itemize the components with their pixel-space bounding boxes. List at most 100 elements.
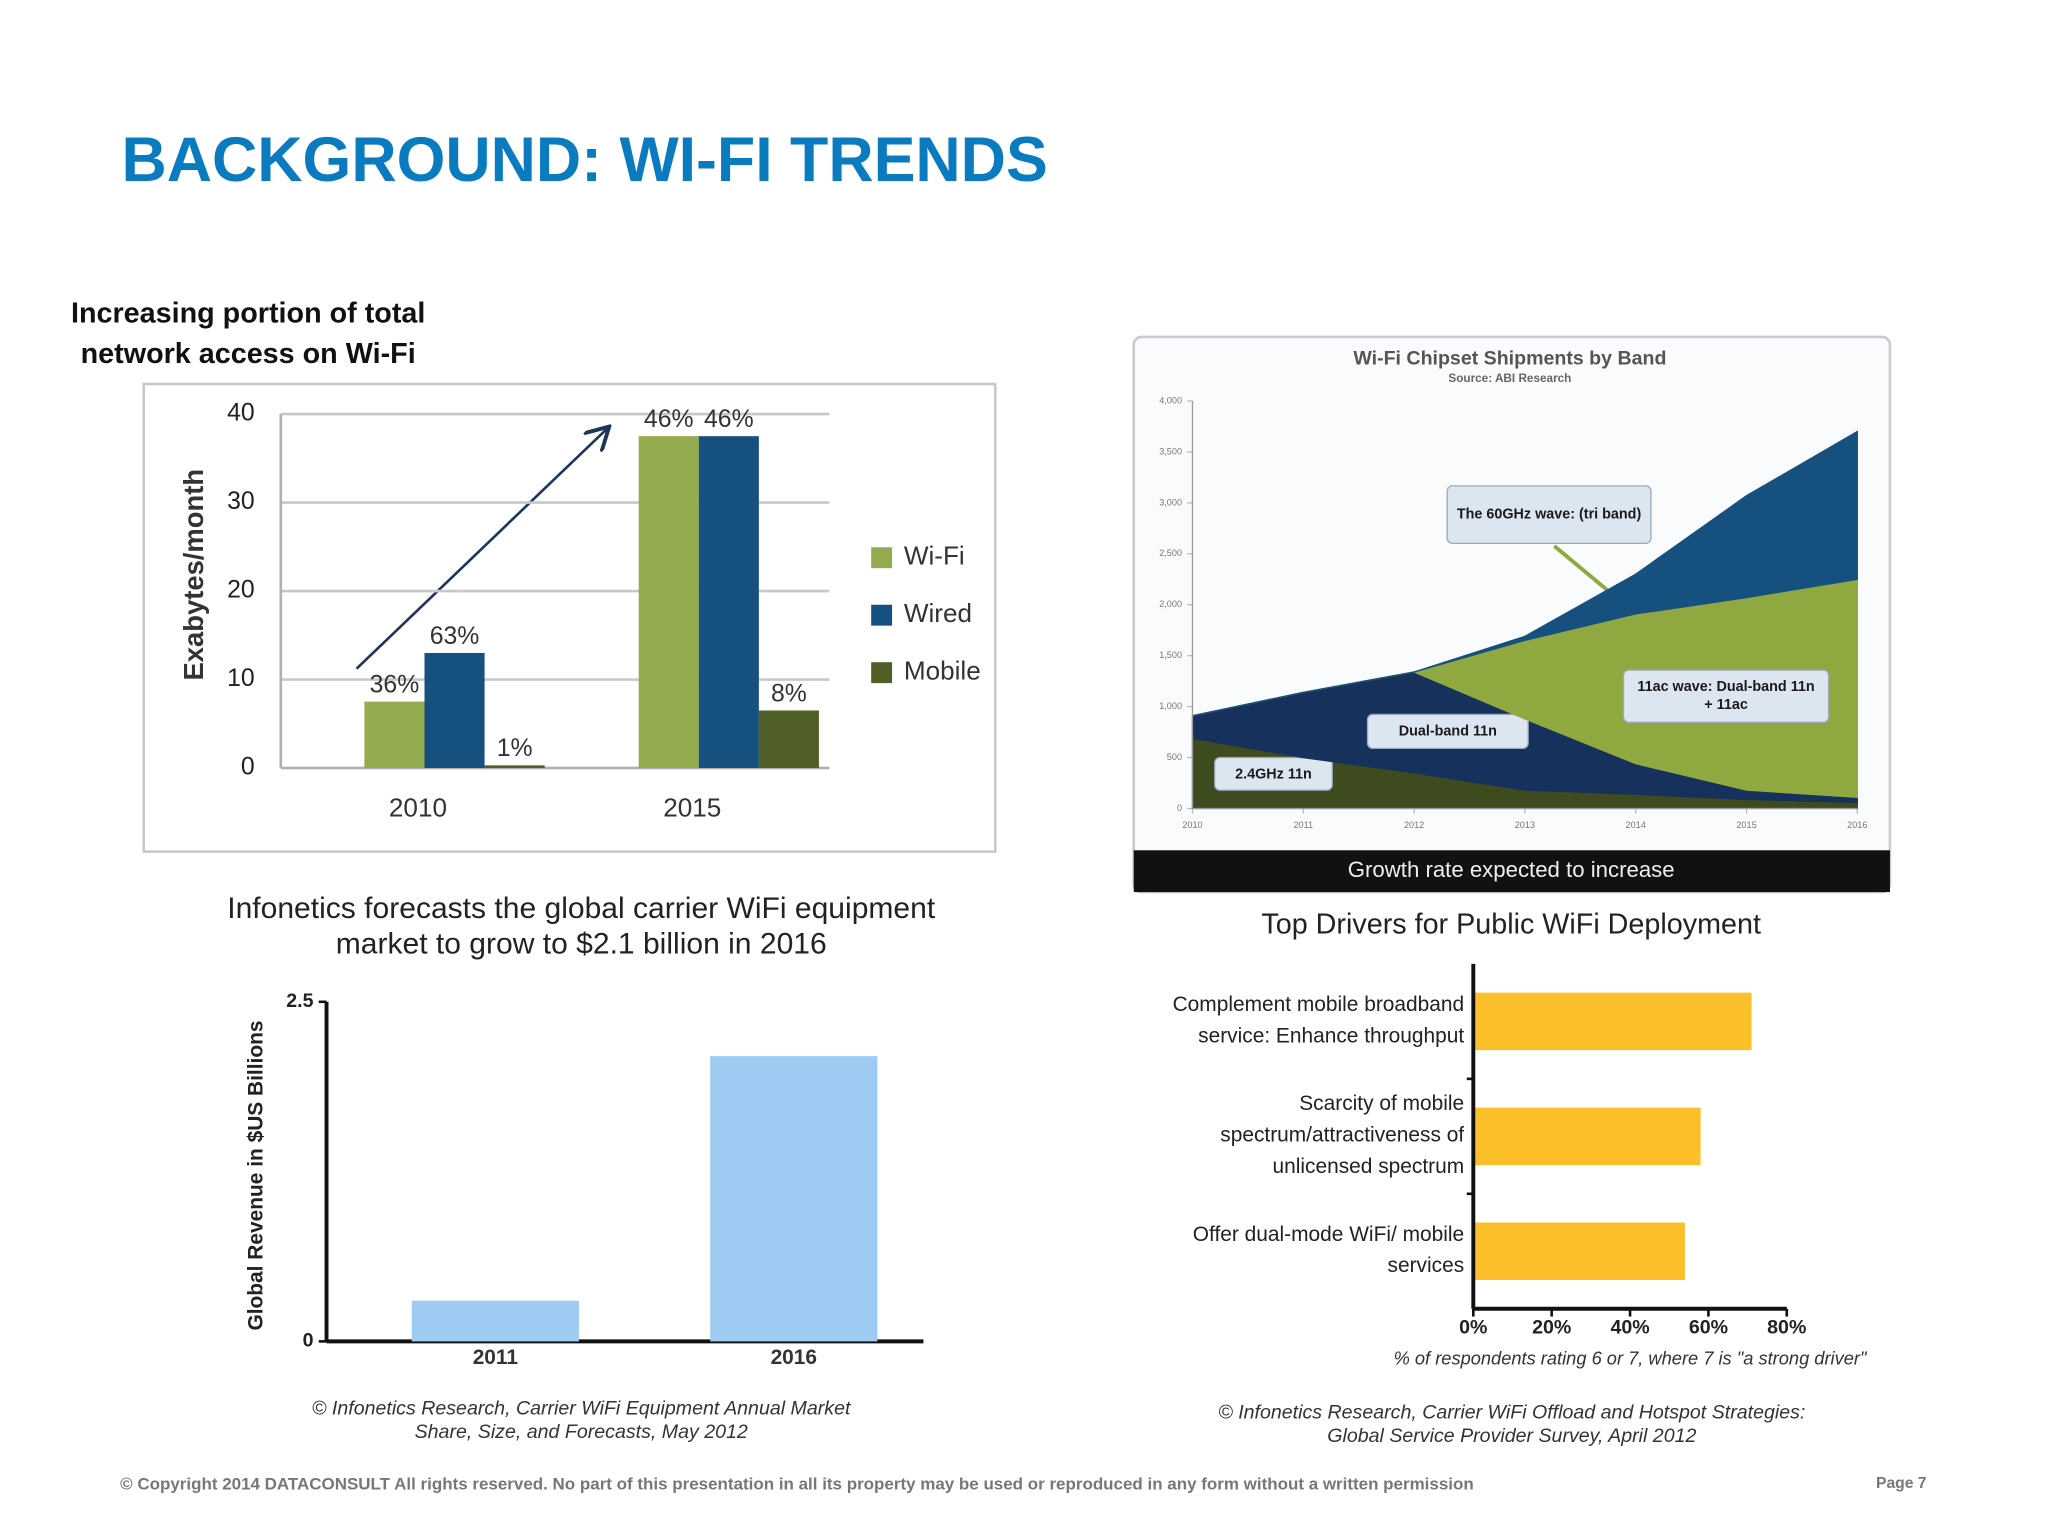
y-tick-label: 30: [227, 488, 255, 515]
chart-title: Infonetics forecasts the global carrier …: [227, 890, 936, 960]
y-tick-label: 4,000: [1159, 395, 1182, 405]
slide-title: BACKGROUND: WI-FI TRENDS: [121, 125, 1047, 195]
y-tick-label: Complement mobile broadband service: Enh…: [1172, 993, 1465, 1048]
x-tick-label: 2016: [1847, 820, 1867, 830]
x-tick-label: 2015: [663, 793, 721, 823]
y-tick-label: 500: [1167, 752, 1182, 762]
bar: [424, 652, 485, 768]
series-label-box: 11ac wave: Dual-band 11n + 11ac: [1637, 679, 1815, 714]
slide-content: BACKGROUND: WI-FI TRENDS © Copyright 201…: [70, 125, 1927, 1494]
page-number: Page 7: [1876, 1475, 1927, 1492]
x-tick-label: 40%: [1610, 1316, 1649, 1338]
y-axis-title: Exabytes/month: [178, 469, 209, 681]
y-tick-label-box: Scarcity of mobile spectrum/attractivene…: [1220, 1093, 1465, 1179]
bar: [710, 1056, 878, 1342]
chart-title-box: Increasing portion of total network acce…: [70, 296, 426, 370]
source-note: © Infonetics Research, Carrier WiFi Equi…: [312, 1397, 851, 1444]
x-tick-label: 2014: [1626, 820, 1646, 830]
y-tick-label: 20: [227, 577, 255, 604]
series-label: Dual-band 11n: [1398, 723, 1497, 740]
bar: [698, 436, 759, 768]
legend-label: Mobile: [904, 656, 981, 686]
area: [1192, 430, 1858, 717]
chart-title: Wi-Fi Chipset Shipments by Band: [1353, 347, 1666, 369]
bar: [638, 436, 699, 768]
y-tick-label: 3,500: [1159, 446, 1182, 456]
x-tick-label: 2011: [473, 1346, 519, 1369]
y-tick-label: Scarcity of mobile spectrum/attractivene…: [1220, 1093, 1465, 1179]
y-tick-label: 2.5: [286, 990, 313, 1012]
legend-swatch: [871, 662, 893, 684]
y-tick-label: 10: [227, 665, 255, 692]
source-note-box: © Infonetics Research, Carrier WiFi Offl…: [1218, 1401, 1806, 1448]
y-tick-label: 1,000: [1159, 701, 1182, 711]
series-label-box: [1214, 756, 1333, 791]
share-label: 46%: [704, 406, 754, 433]
x-tick-label: 80%: [1767, 1316, 1806, 1338]
y-tick-label: 40: [227, 400, 255, 427]
bar: [1473, 1222, 1685, 1280]
series-label-box: [1446, 485, 1652, 544]
y-tick-label-box: Offer dual-mode WiFi/ mobile services: [1192, 1223, 1465, 1278]
y-axis-title: Global Revenue in $US Billions: [245, 1020, 268, 1331]
trend-arrow: [355, 428, 608, 670]
y-tick-label-box: Complement mobile broadband service: Enh…: [1172, 993, 1465, 1048]
y-tick-label: 1,500: [1159, 650, 1182, 660]
share-label: 46%: [644, 406, 694, 433]
bar: [484, 765, 545, 768]
x-tick-label: 60%: [1689, 1316, 1728, 1338]
y-tick-label: 3,000: [1159, 497, 1182, 507]
x-tick-label: 2016: [771, 1346, 817, 1369]
x-axis-title: % of respondents rating 6 or 7, where 7 …: [1394, 1348, 1868, 1369]
share-label: 8%: [771, 680, 807, 707]
series-label-box: [1622, 669, 1830, 723]
caption: Growth rate expected to increase: [1348, 857, 1675, 882]
bar: [411, 1300, 579, 1342]
series-label: 11ac wave: Dual-band 11n + 11ac: [1637, 679, 1815, 714]
legend-label: Wired: [904, 598, 972, 628]
share-label: 36%: [370, 672, 420, 699]
series-label-box: Dual-band 11n: [1398, 723, 1497, 740]
y-tick-label: 0: [241, 754, 255, 781]
chart-title: Top Drivers for Public WiFi Deployment: [1261, 909, 1761, 941]
y-tick-label: 2,000: [1159, 599, 1182, 609]
chart-title: Increasing portion of total network acce…: [70, 296, 426, 370]
source-note-box: © Infonetics Research, Carrier WiFi Equi…: [312, 1397, 851, 1444]
x-tick-label: 2010: [389, 793, 447, 823]
series-label-box: 2.4GHz 11n: [1235, 766, 1312, 782]
series-label-box: The 60GHz wave: (tri band): [1456, 506, 1642, 523]
chart-subtitle: Source: ABI Research: [1448, 372, 1571, 385]
y-tick-label: 0: [1177, 803, 1182, 813]
y-axis-title-box: Global Revenue in $US Billions: [245, 1020, 268, 1331]
y-tick-label: Offer dual-mode WiFi/ mobile services: [1192, 1223, 1465, 1278]
legend-swatch: [871, 547, 893, 569]
x-tick-label: 2011: [1293, 820, 1313, 830]
chart-frame: [142, 382, 997, 853]
x-tick-label: 2013: [1515, 820, 1535, 830]
x-tick-label: 0%: [1459, 1316, 1487, 1338]
share-label: 63%: [430, 623, 480, 650]
y-tick-label: 0: [303, 1330, 314, 1352]
legend-swatch: [871, 604, 893, 626]
x-tick-label: 2015: [1736, 820, 1756, 830]
x-tick-label: 20%: [1532, 1316, 1571, 1338]
chart-title-box: Infonetics forecasts the global carrier …: [227, 890, 936, 960]
share-label: 1%: [497, 735, 533, 762]
x-tick-label: 2010: [1182, 820, 1202, 830]
caption-band: [1133, 850, 1890, 893]
legend-label: Wi-Fi: [904, 541, 965, 571]
y-tick-label: 2,500: [1159, 548, 1182, 558]
source-note: © Infonetics Research, Carrier WiFi Offl…: [1218, 1401, 1806, 1448]
bar: [364, 701, 425, 768]
x-tick-label: 2012: [1404, 820, 1424, 830]
bar: [758, 710, 819, 768]
series-label: 2.4GHz 11n: [1235, 766, 1312, 782]
series-label: The 60GHz wave: (tri band): [1456, 506, 1642, 523]
bar: [1473, 992, 1752, 1051]
bar: [1473, 1107, 1701, 1166]
series-label-box: [1366, 713, 1529, 750]
callout-arrow: [1553, 544, 1611, 594]
footer: © Copyright 2014 DATACONSULT All rights …: [120, 1475, 1474, 1494]
